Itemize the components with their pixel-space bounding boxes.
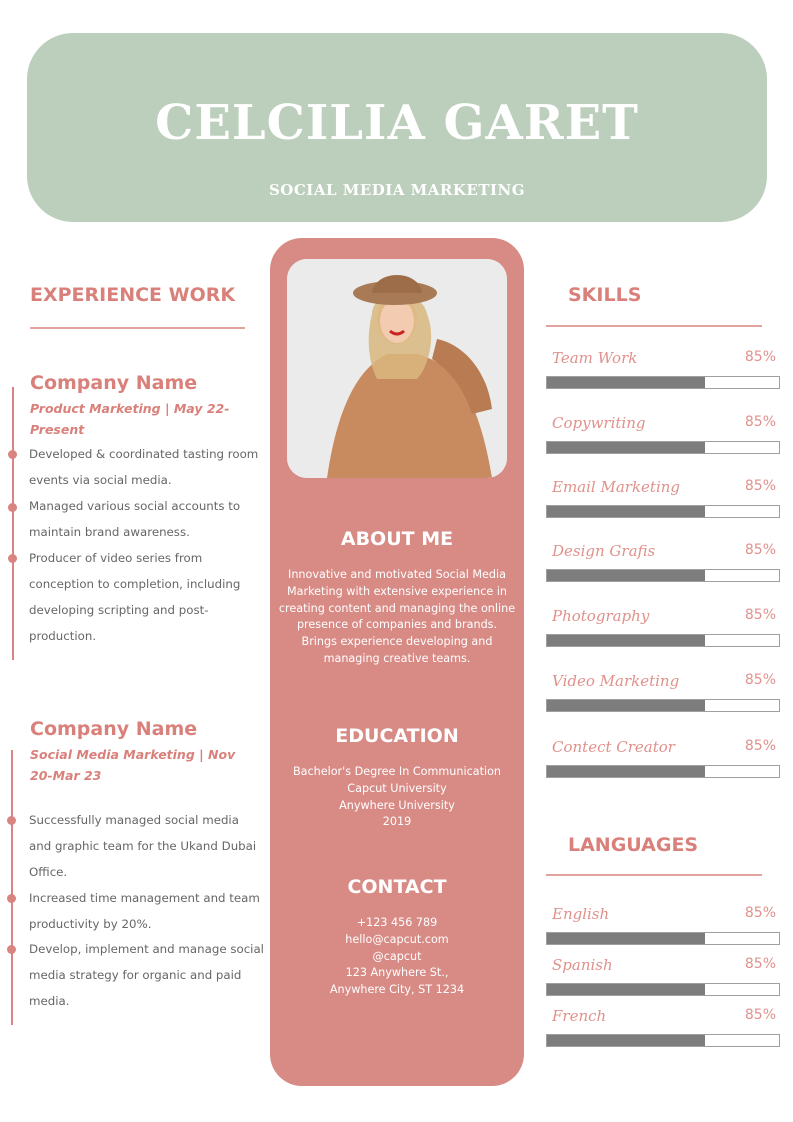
- skill-row: Photography 85%: [552, 607, 776, 627]
- skill-label: Email Marketing: [552, 478, 681, 496]
- experience-heading: EXPERIENCE WORK: [30, 284, 236, 306]
- graduation-year: 2019: [382, 815, 412, 829]
- language-row: Spanish 85%: [552, 956, 776, 976]
- bullet-dot: [8, 503, 17, 512]
- about-text: Innovative and motivated Social Media Ma…: [278, 568, 516, 665]
- skill-bar: [546, 699, 780, 712]
- skill-percent: 85%: [744, 414, 776, 430]
- address-line-1: 123 Anywhere St.,: [345, 966, 449, 980]
- skill-percent: 85%: [744, 738, 776, 754]
- job-bullet: Develop, implement and manage social med…: [29, 942, 264, 1008]
- skill-bar-fill: [547, 635, 705, 646]
- degree: Bachelor's Degree In Communication: [292, 765, 502, 778]
- profile-column: ABOUT ME Innovative and motivated Social…: [270, 238, 524, 1086]
- bullet-dot: [7, 945, 16, 954]
- skill-bar-fill: [547, 377, 705, 388]
- skill-percent: 85%: [744, 607, 776, 623]
- languages-heading: LANGUAGES: [568, 834, 699, 856]
- skill-bar: [546, 505, 780, 518]
- education-heading: EDUCATION: [335, 725, 459, 747]
- language-bar-fill: [547, 933, 705, 944]
- skill-row: Email Marketing 85%: [552, 478, 776, 498]
- language-percent: 85%: [744, 956, 776, 972]
- skill-row: Team Work 85%: [552, 349, 776, 369]
- language-bar-fill: [547, 984, 705, 995]
- skill-bar-fill: [547, 700, 705, 711]
- job-bullet: Successfully managed social media and gr…: [29, 813, 257, 879]
- job-subtitle: Social Media Marketing | Nov 20-Mar 23: [30, 747, 236, 783]
- bullet-dot: [8, 450, 17, 459]
- skill-bar-fill: [547, 570, 705, 581]
- job-bullet: Managed various social accounts to maint…: [29, 499, 241, 539]
- language-bar-fill: [547, 1035, 705, 1046]
- skill-bar-fill: [547, 766, 705, 777]
- job-bullet: Producer of video series from conception…: [29, 551, 241, 643]
- bullet-dot: [7, 894, 16, 903]
- skills-heading: SKILLS: [568, 284, 642, 306]
- language-percent: 85%: [744, 1007, 776, 1023]
- phone: +123 456 789: [356, 916, 438, 929]
- skill-percent: 85%: [744, 478, 776, 494]
- job-bullet: Developed & coordinated tasting room eve…: [29, 447, 259, 487]
- timeline-line: [12, 387, 14, 660]
- email: hello@capcut.com: [345, 932, 449, 946]
- job-title: SOCIAL MEDIA MARKETING: [268, 181, 526, 199]
- school-location: Anywhere University: [339, 798, 455, 812]
- profile-photo: [287, 259, 507, 478]
- header-banner: CELCILIA GARET SOCIAL MEDIA MARKETING: [27, 33, 767, 222]
- skill-label: Video Marketing: [552, 672, 680, 690]
- education-details: Bachelor's Degree In Communication Capcu…: [278, 764, 516, 831]
- job-bullet: Increased time management and team produ…: [29, 891, 260, 931]
- social-handle: @capcut: [372, 949, 422, 963]
- skill-row: Contect Creator 85%: [552, 738, 776, 758]
- language-bar: [546, 983, 780, 996]
- language-percent: 85%: [744, 905, 776, 921]
- skill-percent: 85%: [744, 672, 776, 688]
- skill-row: Copywriting 85%: [552, 414, 776, 434]
- skill-row: Design Grafis 85%: [552, 542, 776, 562]
- skill-bar-fill: [547, 506, 705, 517]
- language-label: French: [552, 1007, 607, 1025]
- language-row: French 85%: [552, 1007, 776, 1027]
- language-row: English 85%: [552, 905, 776, 925]
- skill-label: Copywriting: [552, 414, 646, 432]
- skill-label: Team Work: [552, 349, 638, 367]
- skill-label: Contect Creator: [552, 738, 675, 756]
- skill-label: Photography: [552, 607, 650, 625]
- skill-percent: 85%: [744, 349, 776, 365]
- skill-bar-fill: [547, 442, 705, 453]
- contact-details: +123 456 789 hello@capcut.com @capcut 12…: [278, 915, 516, 999]
- language-label: English: [552, 905, 610, 923]
- skill-percent: 85%: [744, 542, 776, 558]
- skill-bar: [546, 376, 780, 389]
- divider: [30, 327, 245, 329]
- contact-heading: CONTACT: [347, 876, 447, 898]
- person-name: CELCILIA GARET: [155, 95, 639, 151]
- divider: [546, 874, 762, 876]
- job-subtitle: Product Marketing | May 22-Present: [30, 401, 230, 437]
- skill-bar: [546, 569, 780, 582]
- about-heading: ABOUT ME: [340, 528, 454, 550]
- address-line-2: Anywhere City, ST 1234: [329, 983, 465, 997]
- language-bar: [546, 932, 780, 945]
- bullet-dot: [7, 816, 16, 825]
- bullet-dot: [8, 554, 17, 563]
- timeline-line: [11, 750, 13, 1025]
- company-name: Company Name: [30, 718, 198, 740]
- skill-bar: [546, 441, 780, 454]
- language-bar: [546, 1034, 780, 1047]
- skill-row: Video Marketing 85%: [552, 672, 776, 692]
- company-name: Company Name: [30, 372, 198, 394]
- skill-label: Design Grafis: [552, 542, 656, 560]
- school: Capcut University: [347, 781, 447, 795]
- divider: [546, 325, 762, 327]
- language-label: Spanish: [552, 956, 613, 974]
- skill-bar: [546, 765, 780, 778]
- skill-bar: [546, 634, 780, 647]
